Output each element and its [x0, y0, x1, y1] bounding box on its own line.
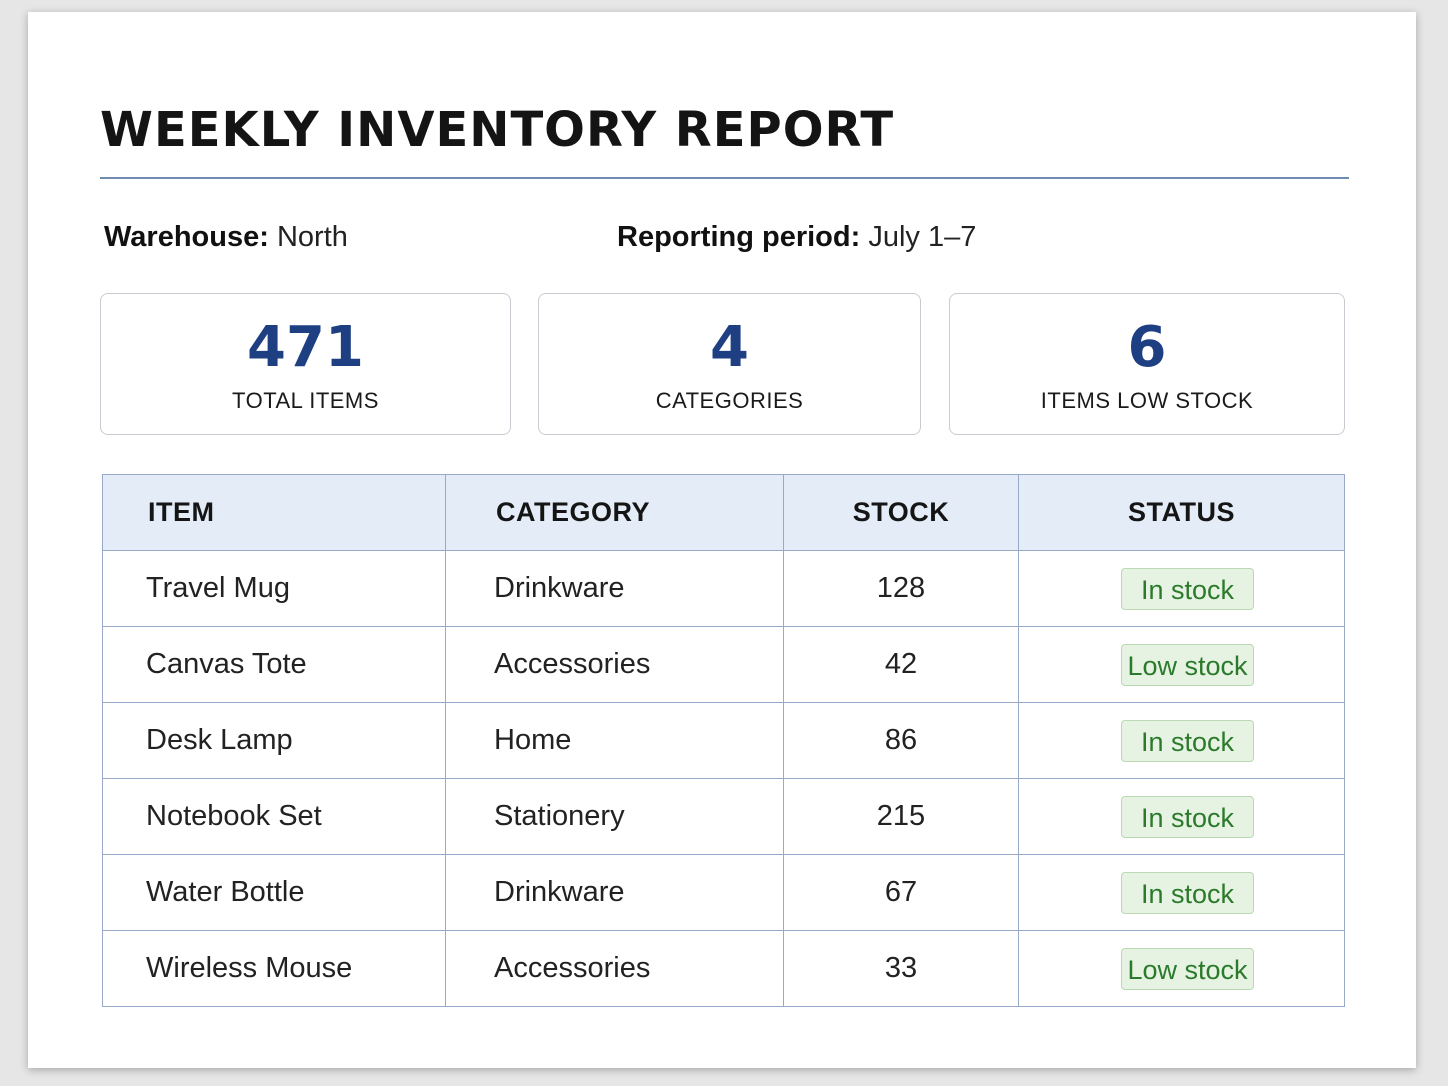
column-header-stock: STOCK	[783, 474, 1019, 551]
cell-item: Travel Mug	[102, 550, 446, 627]
table-header-row: ITEM CATEGORY STOCK STATUS	[102, 474, 1345, 551]
cell-category: Drinkware	[445, 550, 784, 627]
cell-status: In stock	[1018, 550, 1345, 627]
cell-category: Drinkware	[445, 854, 784, 931]
stat-card-total-items: 471 TOTAL ITEMS	[100, 293, 511, 435]
cell-stock: 67	[783, 854, 1019, 931]
report-title: WEEKLY INVENTORY REPORT	[100, 102, 895, 158]
cell-stock: 42	[783, 626, 1019, 703]
status-badge: In stock	[1121, 795, 1254, 838]
status-badge: In stock	[1121, 719, 1254, 762]
stat-value: 471	[247, 315, 364, 380]
cell-category: Accessories	[445, 626, 784, 703]
column-header-status: STATUS	[1018, 474, 1345, 551]
table-row: Desk Lamp Home 86 In stock	[102, 702, 1345, 779]
stat-value: 4	[710, 315, 749, 380]
cell-item: Canvas Tote	[102, 626, 446, 703]
cell-stock: 86	[783, 702, 1019, 779]
warehouse-label: Warehouse:	[104, 221, 269, 253]
warehouse-value: North	[276, 221, 348, 253]
period-value: July 1–7	[868, 221, 977, 253]
inventory-table: ITEM CATEGORY STOCK STATUS Travel Mug Dr…	[102, 474, 1345, 1007]
table-row: Water Bottle Drinkware 67 In stock	[102, 854, 1345, 931]
stat-label: ITEMS LOW STOCK	[1040, 388, 1254, 413]
period-label: Reporting period:	[617, 221, 861, 253]
report-page: WEEKLY INVENTORY REPORT Warehouse: North…	[28, 12, 1416, 1068]
warehouse-info: Warehouse: North	[104, 217, 348, 257]
status-badge: Low stock	[1121, 947, 1254, 990]
cell-status: Low stock	[1018, 930, 1345, 1007]
status-badge: In stock	[1121, 871, 1254, 914]
cell-item: Wireless Mouse	[102, 930, 446, 1007]
cell-category: Stationery	[445, 778, 784, 855]
column-header-item: ITEM	[102, 474, 446, 551]
cell-item: Desk Lamp	[102, 702, 446, 779]
cell-item: Notebook Set	[102, 778, 446, 855]
cell-stock: 128	[783, 550, 1019, 627]
table-row: Notebook Set Stationery 215 In stock	[102, 778, 1345, 855]
cell-status: In stock	[1018, 702, 1345, 779]
cell-item: Water Bottle	[102, 854, 446, 931]
cell-stock: 33	[783, 930, 1019, 1007]
cell-status: In stock	[1018, 778, 1345, 855]
stat-label: CATEGORIES	[655, 388, 804, 413]
stat-card-low-stock: 6 ITEMS LOW STOCK	[949, 293, 1345, 435]
status-badge: Low stock	[1121, 643, 1254, 686]
status-badge: In stock	[1121, 567, 1254, 610]
cell-status: In stock	[1018, 854, 1345, 931]
table-row: Wireless Mouse Accessories 33 Low stock	[102, 930, 1345, 1007]
cell-category: Accessories	[445, 930, 784, 1007]
cell-stock: 215	[783, 778, 1019, 855]
reporting-period-info: Reporting period: July 1–7	[617, 217, 976, 257]
stat-value: 6	[1127, 315, 1167, 380]
stat-card-categories: 4 CATEGORIES	[538, 293, 921, 435]
stat-label: TOTAL ITEMS	[232, 388, 379, 413]
cell-status: Low stock	[1018, 626, 1345, 703]
title-divider	[100, 177, 1349, 179]
column-header-category: CATEGORY	[445, 474, 784, 551]
cell-category: Home	[445, 702, 784, 779]
table-row: Canvas Tote Accessories 42 Low stock	[102, 626, 1345, 703]
table-row: Travel Mug Drinkware 128 In stock	[102, 550, 1345, 627]
